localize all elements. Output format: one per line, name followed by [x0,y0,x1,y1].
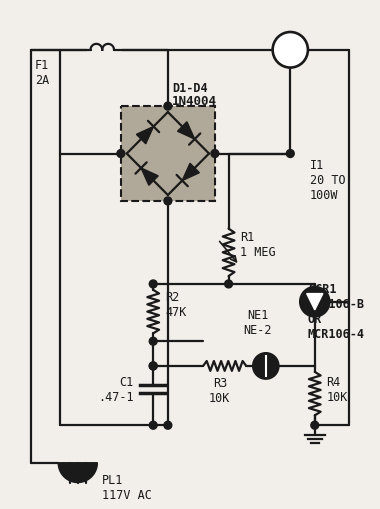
Polygon shape [177,123,195,140]
Circle shape [149,362,157,370]
Text: R3
10K: R3 10K [209,376,230,404]
Text: SCR1
TIC106-B
OR
MCR106-4: SCR1 TIC106-B OR MCR106-4 [308,282,365,341]
Circle shape [164,197,172,206]
Circle shape [225,280,233,288]
Polygon shape [141,168,158,186]
Text: I1
20 TO
100W: I1 20 TO 100W [310,159,345,202]
Circle shape [164,421,172,429]
Circle shape [117,150,125,158]
Text: R4
10K: R4 10K [326,375,348,403]
Polygon shape [136,127,154,145]
Text: F1
2A: F1 2A [35,59,49,87]
Circle shape [149,280,157,288]
Text: R1
1 MEG: R1 1 MEG [240,231,276,259]
Text: R2
47K: R2 47K [165,290,186,318]
Circle shape [149,362,157,370]
Circle shape [149,337,157,346]
Bar [121,107,215,202]
Circle shape [300,288,329,317]
Circle shape [253,353,279,379]
Circle shape [164,103,172,111]
Circle shape [149,421,157,429]
Circle shape [273,33,308,68]
Polygon shape [58,463,97,483]
Text: C1
.47-1: C1 .47-1 [98,375,134,403]
Text: PL1
117V AC: PL1 117V AC [102,473,152,501]
Text: NE1
NE-2: NE1 NE-2 [244,308,272,336]
Circle shape [211,150,219,158]
Text: 1N4004: 1N4004 [172,95,217,108]
Text: D1-D4: D1-D4 [172,82,207,95]
Circle shape [287,150,294,158]
Polygon shape [182,164,200,181]
Polygon shape [307,294,323,310]
Circle shape [311,421,319,429]
